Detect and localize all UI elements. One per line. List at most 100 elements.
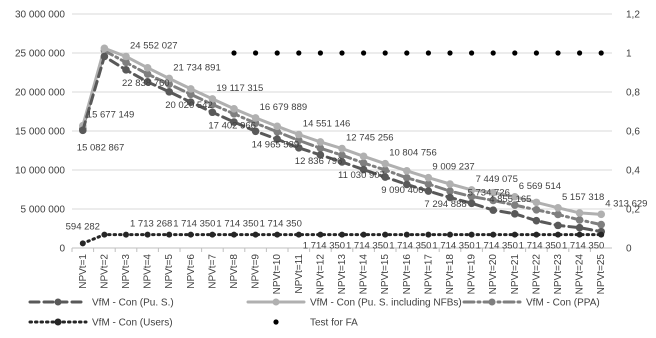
series-1-point <box>295 130 303 139</box>
series-group <box>79 44 605 247</box>
data-label: 7 294 888 <box>424 199 466 210</box>
data-label: 10 804 756 <box>389 148 437 159</box>
series-1-point <box>143 64 152 72</box>
data-label: 1 714 350 <box>303 241 345 252</box>
x-tick-label: NPVt=7 <box>207 254 218 289</box>
series-3-point <box>425 231 432 238</box>
series-1-point <box>489 188 498 197</box>
x-tick-label: NPVt=13 <box>337 254 348 295</box>
series-1-point <box>511 192 519 201</box>
y-tick-label: 10 000 000 <box>15 166 65 177</box>
data-label: 14 551 146 <box>303 119 351 130</box>
test-fa-marker <box>577 50 583 56</box>
series-0-point <box>424 187 433 195</box>
data-label: 4 855 165 <box>489 194 531 205</box>
series-0-point <box>295 144 303 152</box>
series-3-point <box>555 231 561 238</box>
series-0-point <box>230 118 238 126</box>
series-3-point <box>209 231 216 238</box>
x-tick-label: NPVt=16 <box>402 254 413 295</box>
series-2-point <box>381 166 390 174</box>
series-1-point <box>532 198 541 207</box>
data-label: 9 009 237 <box>432 162 474 173</box>
test-fa-marker <box>231 50 237 56</box>
series-0-point <box>446 193 454 202</box>
series-2-point <box>554 210 562 219</box>
series-3-point <box>79 240 86 247</box>
legend: VfM - Con (Pu. S.) VfM - Con (Pu. S. incl… <box>28 298 600 329</box>
data-label: 1 714 350 <box>216 219 258 230</box>
series-0-point <box>338 158 346 166</box>
y2-tick-label: 1,2 <box>626 10 640 21</box>
test-fa-marker <box>512 50 518 56</box>
series-0-point <box>79 126 87 135</box>
test-fa-marker <box>447 50 453 56</box>
legend-swatch-marker <box>54 318 62 326</box>
data-label: 21 734 891 <box>173 62 221 73</box>
data-labels: 15 082 867 22 838 760 20 020 542 17 402 966… <box>66 40 648 251</box>
y-tick-label: 30 000 000 <box>15 10 65 21</box>
series-3-point <box>360 231 367 238</box>
data-label: 22 838 760 <box>122 78 170 89</box>
series-0-point <box>122 66 130 74</box>
data-label: 12 836 796 <box>295 156 343 167</box>
series-2-point <box>511 201 519 209</box>
test-fa-marker <box>533 50 540 56</box>
series-1-point <box>446 180 454 188</box>
test-fa-marker <box>404 50 410 56</box>
series-2-point <box>424 180 433 188</box>
series-0-point <box>273 135 282 143</box>
legend-swatch-marker <box>488 298 496 306</box>
x-tick-label: NPVt=5 <box>164 254 175 289</box>
series-0-point <box>100 52 109 61</box>
data-label: 594 282 <box>66 221 100 232</box>
x-tick-label: NPVt=4 <box>143 254 154 289</box>
data-label: 1 714 350 <box>476 241 518 252</box>
x-tick-label: NPVt=9 <box>251 254 262 289</box>
test-fa-marker <box>555 50 561 56</box>
series-0-point <box>381 173 390 181</box>
data-label: 4 313 629 <box>605 198 647 209</box>
series-1-point <box>403 166 411 175</box>
series-1-point <box>208 95 217 103</box>
series-3-point <box>382 231 389 238</box>
test-fa-marker <box>361 50 367 56</box>
data-label: 14 965 539 <box>252 139 300 150</box>
series-3-point <box>231 231 237 238</box>
series-2-point <box>489 196 498 205</box>
y-axis-right: 0 0,2 0,4 0,6 0,8 1 1,2 <box>626 10 640 255</box>
data-label: 5 734 726 <box>468 187 510 198</box>
series-2-point <box>316 144 325 152</box>
test-fa-marker <box>253 50 259 56</box>
legend-swatch <box>273 319 279 325</box>
series-3-point <box>317 231 324 238</box>
test-fa-marker <box>425 50 431 56</box>
x-tick-label: NPVt=1 <box>78 254 89 289</box>
series-3-point <box>403 231 410 238</box>
series-3-point <box>274 231 281 238</box>
series-0-point <box>575 223 584 232</box>
y-tick-label: 0 <box>59 244 65 255</box>
x-tick-label: NPVt=23 <box>553 254 564 295</box>
y2-tick-label: 0,8 <box>626 88 640 99</box>
series-0-point <box>251 127 260 136</box>
legend-label: VfM - Con (Pu. S. including NFBs) <box>310 298 462 309</box>
series-0-point <box>165 88 173 96</box>
legend-label: Test for FA <box>310 318 358 329</box>
data-label: 11 030 907 <box>338 170 385 181</box>
series-1-point <box>597 210 605 219</box>
y2-tick-label: 1 <box>626 49 632 60</box>
y-tick-label: 25 000 000 <box>15 49 65 60</box>
y2-tick-label: 0,2 <box>626 205 640 216</box>
series-0-point <box>359 165 368 174</box>
y2-tick-label: 0,6 <box>626 127 640 138</box>
data-label: 19 117 315 <box>216 83 263 94</box>
series-2-point <box>187 90 195 99</box>
series-3-point <box>490 231 497 238</box>
x-tick-label: NPVt=3 <box>121 254 132 289</box>
series-3-point <box>144 231 151 238</box>
y-axis-left: 0 5 000 000 10 000 000 15 000 000 20 000 000… <box>15 10 66 255</box>
series-1-point <box>338 144 346 153</box>
series-3-point <box>533 231 540 238</box>
